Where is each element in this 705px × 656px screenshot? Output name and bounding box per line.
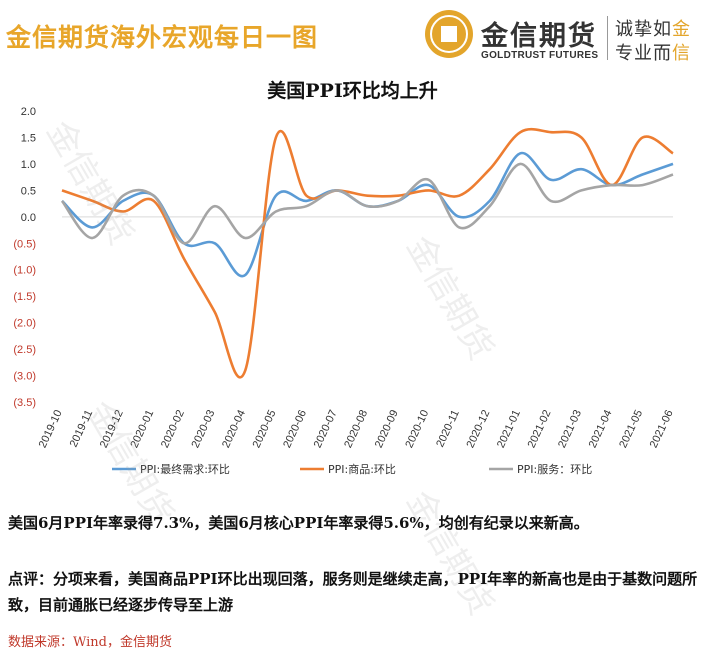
- logo-chinese-name: 金信期货: [481, 21, 597, 52]
- series-line-2: [61, 127, 674, 379]
- y-tick-label: (3.0): [13, 371, 36, 383]
- y-tick-label: (3.5): [13, 397, 36, 409]
- x-tick-label: 2020-09: [373, 408, 401, 450]
- x-tick-label: 2021-03: [556, 408, 584, 450]
- x-tick-label: 2020-07: [312, 408, 340, 450]
- x-tick-label: 2020-12: [464, 408, 492, 450]
- legend-label-2: PPI:商品:环比: [328, 462, 396, 476]
- slogan-line-1-text: 诚挚如: [615, 19, 672, 40]
- y-tick-label: 2.0: [21, 106, 36, 118]
- ppi-line-chart: 2.0 1.5 1.0 0.5 0.0 (0.5) (1.0) (1.5) (2.0) (2.5)…: [13, 106, 676, 476]
- y-tick-label: (2.5): [13, 344, 36, 356]
- legend-label-3: PPI:服务：环比: [517, 463, 592, 476]
- x-tick-label: 2019-10: [37, 408, 65, 450]
- chart-legend: PPI:最终需求:环比 PPI:商品:环比 PPI:服务：环比: [112, 462, 592, 476]
- y-tick-label: 0.5: [21, 185, 36, 197]
- x-tick-label: 2020-08: [342, 408, 370, 450]
- data-source: 数据来源：Wind，金信期货: [8, 635, 172, 650]
- slogan-line-1-highlight: 金: [672, 19, 691, 40]
- company-logo: 金信期货 GOLDTRUST FUTURES 诚挚如金 专业而信: [425, 10, 703, 68]
- y-tick-label: 1.0: [21, 159, 36, 171]
- x-tick-label: 2019-11: [68, 408, 96, 449]
- y-tick-label: 1.5: [21, 132, 36, 144]
- x-tick-label: 2020-01: [128, 408, 156, 450]
- slogan-line-2-highlight: 信: [672, 43, 691, 64]
- x-tick-label: 2020-04: [220, 408, 248, 450]
- chart-title: 美国PPI环比均上升: [267, 80, 438, 102]
- x-tick-label: 2020-11: [434, 408, 462, 449]
- series-line-1: [61, 151, 674, 278]
- x-tick-label: 2021-04: [587, 408, 615, 450]
- logo-english-name: GOLDTRUST FUTURES: [481, 50, 599, 61]
- x-tick-label: 2021-06: [648, 408, 676, 450]
- coin-logo-icon: [425, 10, 473, 58]
- x-tick-label: 2019-12: [98, 408, 126, 450]
- y-tick-label: (0.5): [13, 238, 36, 250]
- header-banner: 金信期货海外宏观每日一图 金信期货 GOLDTRUST FUTURES 诚挚如金…: [0, 0, 705, 74]
- x-tick-label: 2021-02: [526, 408, 554, 450]
- commentary-summary: 美国6月PPI年率录得7.3%，美国6月核心PPI年率录得5.6%，均创有纪录以…: [8, 514, 589, 532]
- slogan-line-2-text: 专业而: [615, 43, 672, 64]
- x-axis-ticks: 2019-10 2019-11 2019-12 2020-01 2020-02 2020-…: [37, 408, 676, 450]
- legend-label-1: PPI:最终需求:环比: [140, 462, 230, 476]
- x-tick-label: 2020-06: [281, 408, 309, 450]
- y-tick-label: (2.0): [13, 318, 36, 330]
- y-tick-label: 0.0: [21, 212, 36, 224]
- y-tick-label: (1.0): [13, 265, 36, 277]
- x-tick-label: 2021-01: [495, 408, 523, 450]
- slogan-line-2: 专业而信: [615, 39, 691, 65]
- x-tick-label: 2021-05: [617, 408, 645, 450]
- x-tick-label: 2020-03: [190, 408, 218, 450]
- x-tick-label: 2020-02: [159, 408, 187, 450]
- logo-divider: [607, 16, 608, 60]
- report-title: 金信期货海外宏观每日一图: [6, 23, 319, 52]
- y-axis-ticks: 2.0 1.5 1.0 0.5 0.0 (0.5) (1.0) (1.5) (2.0) (2.5)…: [13, 106, 36, 409]
- y-tick-label: (1.5): [13, 291, 36, 303]
- series-lines: [60, 127, 674, 379]
- x-tick-label: 2020-10: [403, 408, 431, 450]
- slogan-line-1: 诚挚如金: [615, 15, 691, 41]
- x-tick-label: 2020-05: [251, 408, 279, 450]
- series-line-3: [60, 162, 674, 245]
- commentary-review: 点评：分项来看，美国商品PPI环比出现回落，服务则是继续走高，PPI年率的新高也…: [8, 570, 698, 614]
